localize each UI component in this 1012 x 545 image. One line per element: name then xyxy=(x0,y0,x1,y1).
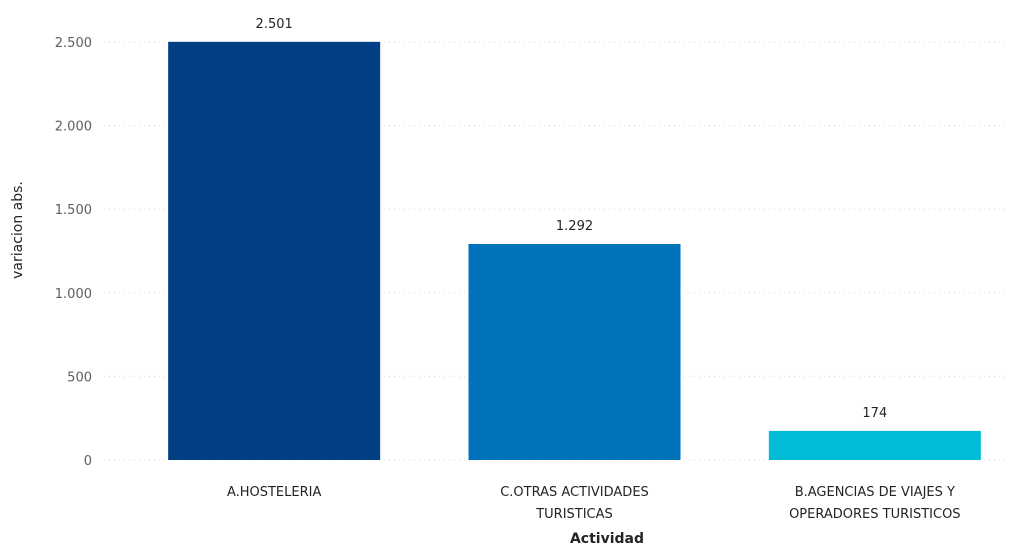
bars xyxy=(168,41,981,461)
y-tick-label: 500 xyxy=(67,370,92,385)
data-label: 1.292 xyxy=(556,219,593,234)
x-category-label: B.AGENCIAS DE VIAJES Y OPERADORES TURISTI… xyxy=(789,485,960,522)
x-axis-categories: A.HOSTELERIA C.OTRAS ACTIVIDADES TURISTICA… xyxy=(227,485,961,522)
y-tick-label: 0 xyxy=(84,454,92,469)
bar[interactable] xyxy=(168,41,381,461)
y-tick-label: 2.500 xyxy=(55,36,92,51)
data-label: 2.501 xyxy=(256,17,293,32)
y-axis-ticks: 0 500 1.000 1.500 2.000 2.500 xyxy=(55,36,92,469)
x-category-label: C.OTRAS ACTIVIDADES TURISTICAS xyxy=(500,485,649,522)
bar[interactable] xyxy=(468,243,681,460)
y-tick-label: 1.500 xyxy=(55,203,92,218)
data-label: 174 xyxy=(862,406,887,421)
y-tick-label: 1.000 xyxy=(55,287,92,302)
x-category-label: A.HOSTELERIA xyxy=(227,485,322,500)
y-axis-title: variacion abs. xyxy=(10,181,26,279)
data-labels: 2.501 1.292 174 xyxy=(256,17,888,421)
x-axis-title: Actividad xyxy=(570,531,644,545)
y-tick-label: 2.000 xyxy=(55,120,92,135)
bar[interactable] xyxy=(768,430,981,460)
